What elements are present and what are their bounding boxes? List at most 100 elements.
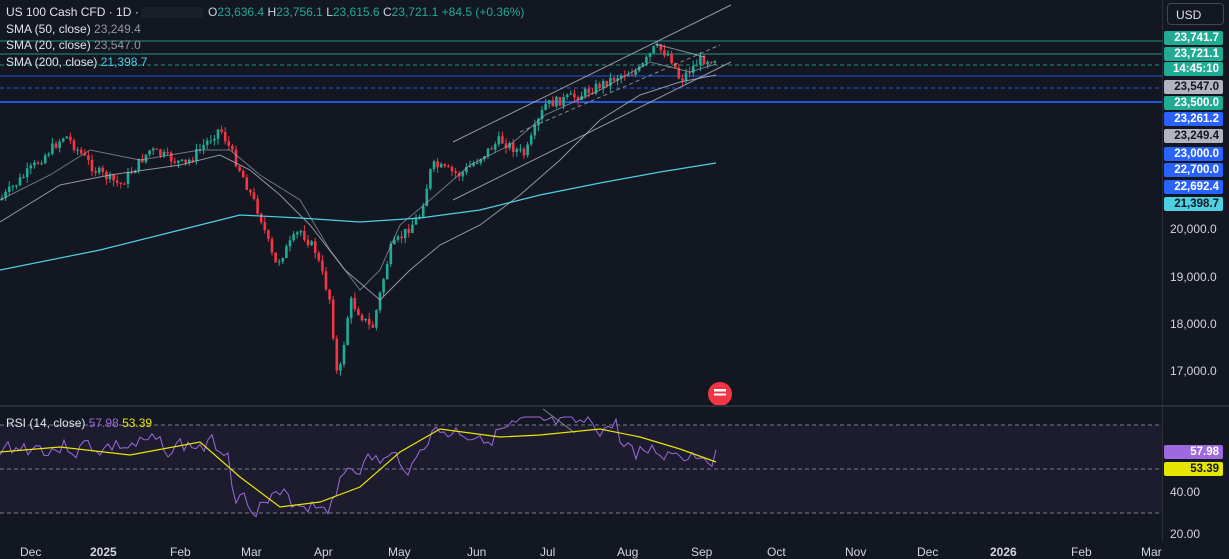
candle-body (389, 244, 393, 265)
candle-body (486, 148, 490, 157)
candle-body (421, 206, 425, 217)
candle-body (382, 279, 385, 293)
price-tag-sma200: 21,398.7 (1164, 197, 1223, 211)
time-label: Jul (540, 545, 556, 559)
time-label: Feb (1071, 545, 1092, 559)
rsi-pane[interactable] (0, 407, 1162, 542)
candle-body (673, 63, 677, 68)
candle-body (349, 298, 353, 319)
candle-body (634, 70, 637, 75)
candle-body (663, 50, 666, 56)
candle-body (47, 153, 51, 156)
candle-body (609, 77, 612, 87)
price-chart[interactable] (0, 0, 1162, 405)
candle-body (501, 136, 504, 144)
rsi-signal-tag: 53.39 (1164, 462, 1223, 476)
time-label: Oct (767, 545, 786, 559)
candle-body (641, 63, 645, 67)
candle-body (18, 177, 22, 186)
candle-body (670, 53, 673, 64)
candle-body (130, 172, 133, 174)
us-economic-event-icon[interactable] (708, 382, 732, 406)
candle-body (411, 224, 414, 234)
rsi-tag: 57.98 (1164, 445, 1223, 459)
candle-body (249, 189, 252, 193)
candle-body (245, 177, 249, 190)
candle-body (511, 143, 515, 152)
candle-body (403, 228, 407, 239)
candle-body (601, 80, 605, 89)
candle-body (184, 159, 187, 163)
price-tag-last: 23,721.1 (1164, 47, 1223, 61)
indicator-value: 21,398.7 (100, 54, 148, 69)
candle-body (65, 136, 69, 139)
candle-body (4, 191, 7, 198)
candle-body (594, 83, 598, 94)
candle-body (169, 152, 173, 162)
candle-body (436, 161, 439, 168)
indicator-value: 23,249.4 (94, 21, 141, 36)
candle-body (454, 171, 457, 174)
candle-body (346, 318, 349, 345)
candle-body (7, 186, 11, 192)
close-value: 23,721.1 (391, 5, 439, 19)
candle-body (209, 140, 213, 142)
time-axis[interactable]: Dec 2025 Feb Mar Apr May Jun Jul Aug Sep… (0, 542, 1229, 559)
candle-body (587, 88, 591, 94)
chart-legend: US 100 Cash CFD · 1D · O23,636.4 H23,756… (6, 4, 524, 70)
sma20-line (0, 61, 717, 291)
candle-body (180, 159, 184, 161)
symbol-title[interactable]: US 100 Cash CFD · 1D · (6, 5, 139, 19)
rsi-legend[interactable]: RSI (14, close) 57.98 53.39 (6, 416, 152, 430)
candle-body (173, 161, 177, 163)
price-chart-canvas[interactable] (0, 0, 1162, 405)
indicator-sma200[interactable]: SMA (200, close) 21,398.7 (6, 54, 524, 71)
candle-body (241, 170, 245, 178)
candle-body (115, 180, 119, 183)
candle-body (58, 141, 61, 148)
candle-body (61, 138, 65, 142)
candle-body (238, 166, 241, 171)
candle-body (461, 172, 465, 177)
candle-body (252, 192, 256, 199)
candle-body (400, 236, 403, 239)
candle-body (627, 74, 630, 77)
candle-body (630, 74, 634, 76)
candle-body (155, 148, 159, 150)
currency-button[interactable]: USD (1167, 3, 1224, 25)
candle-body (101, 167, 105, 172)
candle-body (331, 299, 335, 339)
candle-body (159, 149, 162, 156)
channel-mid-line (519, 44, 721, 133)
time-label: Mar (1141, 545, 1162, 559)
price-scale[interactable] (1162, 0, 1229, 542)
candle-body (472, 163, 475, 166)
candle-body (666, 53, 670, 56)
rsi-chart-canvas[interactable] (0, 407, 1162, 542)
candle-body (51, 143, 54, 154)
candle-body (378, 292, 382, 311)
candle-body (576, 97, 580, 101)
candle-body (274, 252, 277, 263)
pane-divider[interactable] (0, 405, 1229, 407)
candle-body (573, 93, 576, 98)
candle-body (324, 271, 328, 290)
candle-body (213, 138, 216, 141)
candle-body (227, 141, 231, 146)
candle-body (645, 56, 648, 64)
candle-body (220, 129, 223, 132)
candle-body (699, 55, 702, 66)
price-tag-sma20: 23,547.0 (1164, 80, 1223, 94)
indicator-sma20[interactable]: SMA (20, close) 23,547.0 (6, 37, 524, 54)
candle-body (126, 172, 130, 184)
candle-body (619, 75, 623, 79)
rsi-axis-label: 20.00 (1170, 527, 1201, 541)
indicator-sma50[interactable]: SMA (50, close) 23,249.4 (6, 21, 524, 38)
candle-body (76, 149, 79, 151)
candle-body (429, 169, 432, 189)
candle-body (259, 213, 263, 223)
candle-body (187, 159, 191, 163)
candle-body (205, 140, 209, 145)
candle-body (339, 364, 342, 371)
time-label-year: 2026 (990, 545, 1017, 559)
